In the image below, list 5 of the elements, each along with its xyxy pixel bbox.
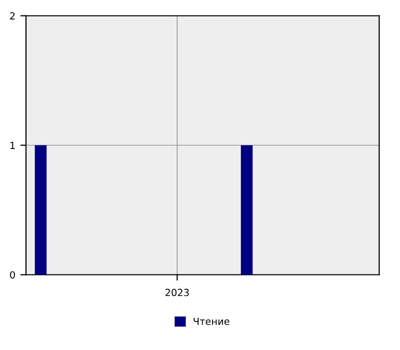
text: 2023	[166, 288, 189, 296]
legend-label: Чтение	[194, 318, 230, 325]
y-tick-label: 2	[10, 12, 15, 20]
y-tick-label: 1	[10, 142, 15, 149]
y-tick-label: 0	[10, 271, 15, 279]
